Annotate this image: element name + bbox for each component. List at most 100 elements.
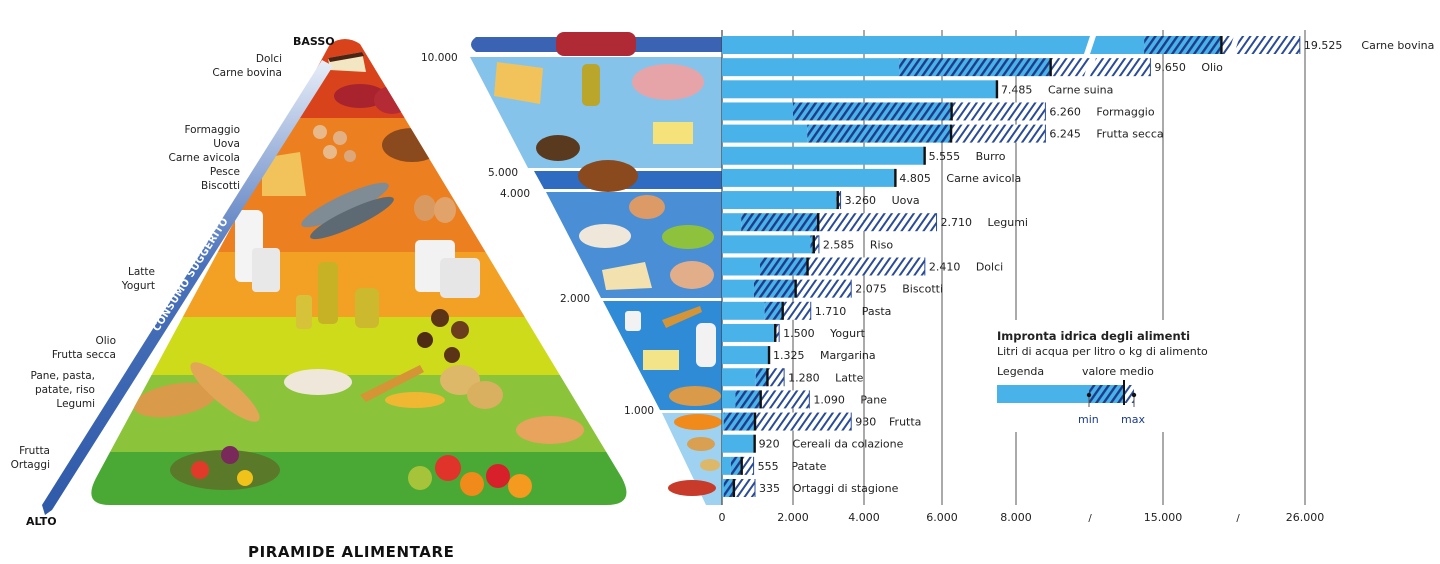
bar-category-label: Frutta secca xyxy=(1096,128,1163,141)
legend-mean-label: valore medio xyxy=(1082,365,1154,378)
pyramid-food-name: patate, riso xyxy=(34,384,95,396)
bar-row: 335 Ortaggi di stagione xyxy=(722,479,899,497)
bar-value-label: 3.260 xyxy=(845,194,877,207)
bar-value-label: 7.485 xyxy=(1001,83,1033,96)
bar-row: 2.075 Biscotti xyxy=(722,279,943,298)
bar-mean-marker xyxy=(732,479,736,497)
bar xyxy=(722,102,793,121)
bar-value-label: 6.260 xyxy=(1049,105,1081,118)
bar-range-mean-max xyxy=(807,257,925,276)
funnel-level-label: 10.000 xyxy=(421,52,458,64)
food-image-fruit xyxy=(408,455,532,498)
bar xyxy=(722,257,760,276)
bar-row: 2.585 Riso xyxy=(722,235,893,254)
bar-category-label: Uova xyxy=(892,194,920,207)
pyramid-food-name: Frutta secca xyxy=(51,349,116,361)
food-image-cheese xyxy=(262,152,306,196)
water-funnel: 10.000 5.000 4.000 2.000 1.000 xyxy=(421,32,722,505)
pyramid-food-name: Carne avicola xyxy=(168,152,240,164)
food-image-butter xyxy=(653,122,693,144)
bar-category-label: Formaggio xyxy=(1096,105,1154,118)
food-image-eggs xyxy=(414,195,456,223)
bar-range-min-mean xyxy=(764,301,783,320)
food-image-rice xyxy=(579,224,631,248)
bar-value-label: 9.650 xyxy=(1154,61,1186,74)
bar xyxy=(722,58,900,77)
bar-category-label: Latte xyxy=(835,371,863,384)
pyramid-bottom-label: ALTO xyxy=(26,515,57,528)
bar-value-label: 1.280 xyxy=(788,371,820,384)
pyramid-top-label: BASSO xyxy=(293,35,335,48)
bar xyxy=(722,323,775,342)
bar-row: 9.650 Olio xyxy=(722,58,1223,77)
bar-break-mark xyxy=(1228,36,1240,54)
bar-range-mean-max xyxy=(767,368,785,387)
bar xyxy=(722,479,724,497)
bar xyxy=(722,279,754,298)
bar-range-mean-max xyxy=(760,390,810,409)
funnel-food-images xyxy=(494,32,722,496)
bar-category-label: Ortaggi di stagione xyxy=(793,482,899,495)
bar-category-label: Biscotti xyxy=(902,283,943,296)
bar xyxy=(722,146,925,165)
bar-row: 555 Patate xyxy=(722,456,827,475)
bar-range-mean-max xyxy=(733,479,756,497)
food-image-oil xyxy=(296,262,379,329)
bar-range-min-mean xyxy=(730,456,742,475)
legend-heading: Legenda xyxy=(997,365,1044,378)
bar-mean-marker xyxy=(995,80,999,99)
bar-mean-marker xyxy=(950,102,953,121)
food-image-pasta xyxy=(662,306,702,328)
bar-range-min-mean xyxy=(753,279,796,298)
funnel-level-label: 5.000 xyxy=(488,167,518,179)
bar-range-mean-max xyxy=(741,456,754,475)
food-image-legumes xyxy=(662,225,714,249)
pyramid-food-name: Ortaggi xyxy=(10,459,50,471)
food-image-bread xyxy=(669,386,721,406)
bar-range-min-mean xyxy=(741,213,819,232)
bar-mean-marker xyxy=(766,368,769,387)
bar-mean-marker xyxy=(753,434,756,453)
bar-range-mean-max xyxy=(1221,36,1300,54)
food-image-pasta xyxy=(360,365,445,408)
bar-mean-marker xyxy=(740,456,743,475)
bar-row: 1.710 Pasta xyxy=(722,301,891,320)
legend-hatch-min-mean xyxy=(1089,385,1124,403)
bar-row: 6.260 Formaggio xyxy=(722,102,1155,121)
bar-range-mean-max xyxy=(795,279,852,298)
bar-break-mark xyxy=(1084,58,1096,77)
food-image-chickpeas xyxy=(516,416,584,444)
x-tick-label: 0 xyxy=(719,511,726,524)
bar-row: 920 Cereali da colazione xyxy=(722,434,904,453)
bar-mean-marker xyxy=(753,412,757,431)
x-tick-label: 15.000 xyxy=(1144,511,1183,524)
pyramid-food-name: Latte xyxy=(128,266,155,278)
pyramid-food-name: Carne bovina xyxy=(212,67,282,79)
bar-range-mean-max xyxy=(775,323,780,342)
pyramid-food-name: Uova xyxy=(213,138,240,150)
bar-row: 1.280 Latte xyxy=(722,368,864,387)
bar-mean-marker xyxy=(1220,36,1223,54)
bar-row: 2.710 Legumi xyxy=(722,213,1028,232)
bar-category-label: Pane xyxy=(860,393,887,406)
legend-min-label: min xyxy=(1078,413,1099,426)
x-tick-label: 6.000 xyxy=(926,511,958,524)
bar-value-label: 19.525 xyxy=(1304,39,1343,52)
pyramid-band-6 xyxy=(91,452,627,505)
bar-mean-marker xyxy=(812,235,815,254)
food-image-yogurt xyxy=(625,311,641,331)
food-image-biscuits xyxy=(313,125,356,162)
bar-mean-marker xyxy=(949,124,953,143)
pyramid-food-name: Pesce xyxy=(209,166,240,178)
bar-row: 7.485 Carne suina xyxy=(722,80,1113,99)
bar xyxy=(722,191,837,210)
bar-range-mean-max xyxy=(1050,58,1151,77)
pyramid-food-name: Legumi xyxy=(56,398,95,410)
bar-range-mean-max xyxy=(837,191,841,210)
axis-break-mark: / xyxy=(1236,513,1240,524)
bar-category-label: Margarina xyxy=(820,349,876,362)
bar-mean-marker xyxy=(759,390,762,409)
bar-category-label: Cereali da colazione xyxy=(792,438,903,451)
